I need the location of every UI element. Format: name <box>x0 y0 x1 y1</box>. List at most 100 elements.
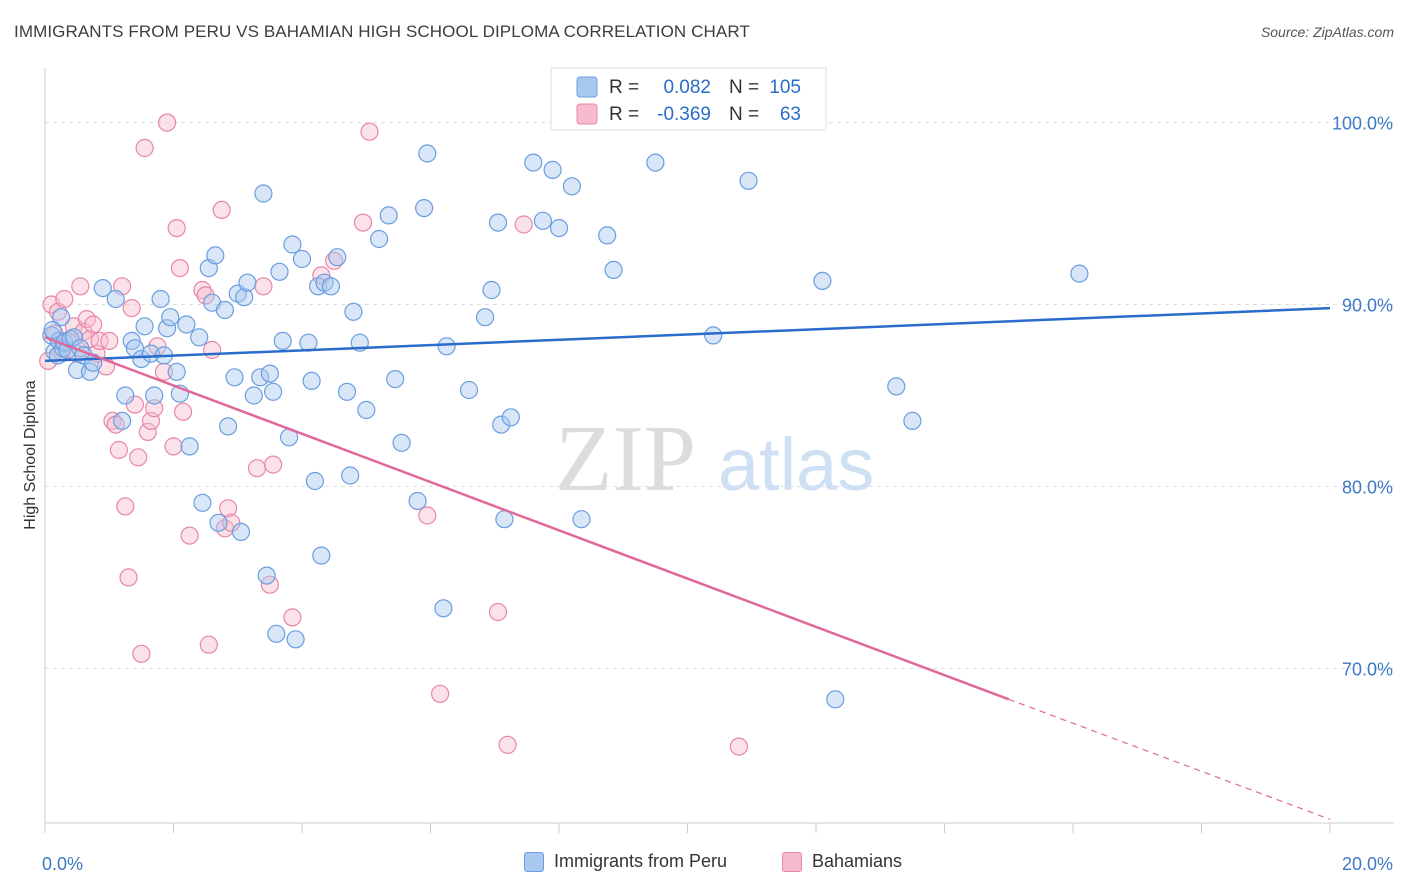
point-bahamians <box>90 331 109 350</box>
legend-r-label-1: R = <box>609 77 639 98</box>
legend-swatch-bahamians <box>576 103 598 125</box>
point-bahamians <box>138 422 157 441</box>
legend-r-label-2: R = <box>609 104 639 125</box>
watermark-zip: ZIP <box>555 407 696 511</box>
point-peru <box>180 437 199 456</box>
y-tick-label: 80.0% <box>1342 477 1393 497</box>
point-bahamians <box>164 437 183 456</box>
point-peru <box>549 219 569 238</box>
point-peru <box>826 690 845 709</box>
point-peru <box>321 277 340 296</box>
legend-r-value-2: -0.369 <box>657 104 711 125</box>
point-bahamians <box>129 448 148 467</box>
point-bahamians <box>55 289 74 309</box>
point-peru <box>43 320 62 340</box>
trend-lines <box>44 306 1331 820</box>
point-peru <box>386 370 405 389</box>
point-peru <box>392 433 411 452</box>
point-bahamians <box>222 513 241 532</box>
zipatlas-watermark: ZIP atlas <box>555 407 874 511</box>
point-peru <box>341 466 360 485</box>
point-peru <box>488 213 508 232</box>
point-bahamians <box>498 735 517 754</box>
point-peru <box>257 566 276 585</box>
point-peru <box>145 386 164 405</box>
point-peru <box>476 308 495 327</box>
point-peru <box>161 308 180 327</box>
legend-n-value-2: 63 <box>780 104 801 125</box>
point-bahamians <box>145 399 164 418</box>
point-bahamians <box>100 331 119 350</box>
point-peru <box>219 417 238 436</box>
legend-swatch-peru <box>576 76 598 98</box>
x-tick-label-min: 0.0% <box>42 854 83 874</box>
point-peru <box>135 317 154 336</box>
legend-label-bahamians: Bahamians <box>812 851 903 871</box>
series-bahamians-points <box>39 113 749 756</box>
point-bahamians <box>488 602 508 622</box>
point-peru <box>482 280 501 300</box>
point-peru <box>93 279 112 298</box>
point-bahamians <box>158 113 177 132</box>
x-tick-label-max: 20.0% <box>1342 854 1393 874</box>
point-peru <box>813 271 832 290</box>
point-peru <box>177 315 196 334</box>
point-peru <box>264 382 283 401</box>
point-peru <box>501 408 520 427</box>
point-peru <box>116 386 135 405</box>
point-peru <box>408 491 427 511</box>
point-peru <box>739 171 758 190</box>
point-peru <box>344 302 363 321</box>
point-bahamians <box>132 644 151 663</box>
point-peru <box>283 235 302 254</box>
point-peru <box>370 229 389 249</box>
point-peru <box>305 471 324 491</box>
point-bahamians <box>167 219 186 238</box>
point-bahamians <box>431 684 450 703</box>
point-peru <box>64 328 84 347</box>
point-bahamians <box>170 259 189 278</box>
legend-n-label-2: N = <box>729 104 759 125</box>
point-peru <box>254 184 273 203</box>
legend-item-peru: Immigrants from Peru <box>524 851 727 872</box>
legend-r-value-1: 0.082 <box>663 77 711 98</box>
point-peru <box>459 380 479 400</box>
point-bahamians <box>360 122 379 141</box>
point-peru <box>562 177 582 196</box>
legend-swatch-peru-bottom <box>524 851 544 872</box>
legend-label-peru: Immigrants from Peru <box>554 851 728 871</box>
trend-line-bahamians <box>44 336 1010 701</box>
point-bahamians <box>254 277 273 296</box>
point-peru <box>106 289 125 309</box>
point-bahamians <box>196 286 215 305</box>
point-bahamians <box>116 497 135 516</box>
point-peru <box>704 326 723 345</box>
point-peru <box>572 510 591 529</box>
point-peru <box>231 522 251 542</box>
point-peru <box>533 211 553 230</box>
y-tick-label: 100.0% <box>1332 114 1393 134</box>
legend-n-label-1: N = <box>729 77 759 98</box>
point-bahamians <box>119 568 138 587</box>
point-peru <box>492 415 511 434</box>
point-bahamians <box>148 337 167 356</box>
y-axis-tick-labels: 70.0% 80.0% 90.0% 100.0% <box>1332 114 1393 680</box>
point-peru <box>260 364 279 383</box>
point-peru <box>270 262 289 281</box>
y-axis-label: High School Diploma <box>22 380 39 530</box>
point-bahamians <box>729 737 749 756</box>
point-bahamians <box>71 277 90 296</box>
point-peru <box>887 377 906 396</box>
point-peru <box>437 337 456 356</box>
point-bahamians <box>180 526 199 545</box>
point-peru <box>1070 264 1089 283</box>
point-peru <box>132 350 151 369</box>
point-peru <box>604 260 623 279</box>
point-peru <box>215 300 234 320</box>
chart-title: IMMIGRANTS FROM PERU VS BAHAMIAN HIGH SC… <box>14 22 750 41</box>
point-peru <box>158 319 177 338</box>
point-bahamians <box>193 280 212 300</box>
y-tick-label: 90.0% <box>1342 296 1393 316</box>
point-peru <box>244 386 263 405</box>
